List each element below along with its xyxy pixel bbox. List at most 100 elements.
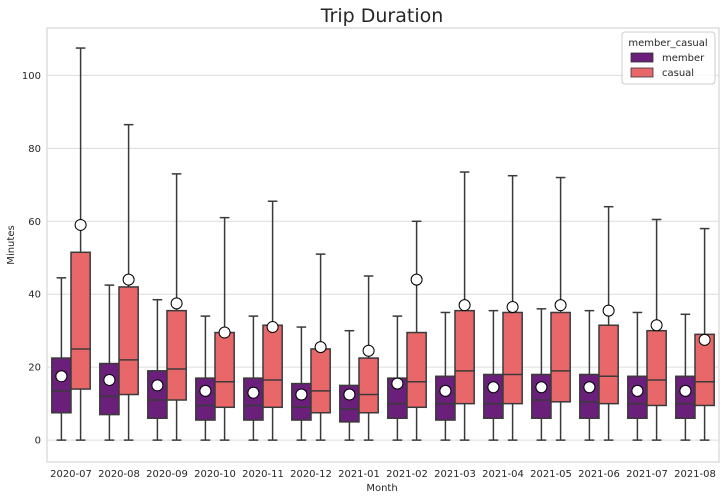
box-body [70, 251, 91, 390]
box-member [531, 308, 552, 441]
box-member [147, 298, 168, 441]
mean-marker [170, 297, 183, 310]
mean-marker [151, 379, 164, 392]
x-tick-label: 2020-08 [98, 469, 140, 480]
box-casual [118, 123, 139, 441]
mean-marker [122, 273, 135, 286]
x-tick-label: 2021-04 [482, 469, 524, 480]
box-casual [550, 176, 571, 441]
box-body [550, 311, 571, 403]
box-body [579, 373, 600, 419]
x-tick-label: 2020-12 [290, 469, 332, 480]
mean-marker [218, 326, 231, 339]
mean-marker [391, 377, 404, 390]
box-body [262, 324, 283, 409]
box-member [195, 315, 216, 441]
y-axis-label: Minutes [6, 225, 17, 264]
y-tick-label: 20 [28, 363, 41, 374]
box-casual [358, 275, 379, 441]
box-member [483, 309, 504, 441]
y-tick-label: 100 [22, 71, 41, 82]
chart-title: Trip Duration [320, 5, 444, 27]
mean-marker [410, 273, 423, 286]
box-body [214, 331, 235, 409]
y-tick-label: 60 [28, 217, 41, 228]
mean-marker [458, 299, 471, 312]
box-casual [646, 218, 667, 441]
x-tick-label: 2021-02 [386, 469, 428, 480]
x-tick-label: 2021-08 [674, 469, 716, 480]
legend-swatch-member [630, 52, 654, 63]
box-casual [166, 173, 187, 441]
x-tick-label: 2021-01 [338, 469, 380, 480]
box-body [406, 331, 427, 409]
box-body [454, 309, 475, 405]
legend-label-casual: casual [662, 68, 694, 79]
box-member [435, 311, 456, 441]
gridlines [47, 74, 719, 441]
box-casual [502, 174, 523, 441]
box-body [502, 311, 523, 405]
mean-marker [602, 304, 615, 317]
box-body [99, 362, 120, 416]
x-tick-label: 2021-05 [530, 469, 572, 480]
box-body [51, 357, 72, 414]
box-body [483, 373, 504, 419]
x-tick-label: 2020-09 [146, 469, 188, 480]
box-body [166, 309, 187, 401]
box-body [435, 375, 456, 421]
box-casual [598, 205, 619, 441]
box-plots [51, 47, 715, 441]
box-body [118, 286, 139, 396]
mean-marker [631, 384, 644, 397]
mean-marker [535, 381, 548, 394]
mean-marker [650, 319, 663, 332]
box-body [147, 370, 168, 419]
box-casual [454, 171, 475, 441]
mean-marker [103, 373, 116, 386]
mean-marker [487, 381, 500, 394]
legend-title: member_casual [628, 38, 707, 49]
box-member [339, 329, 360, 441]
y-axis-ticks: 0 20 40 60 80 100 [22, 71, 41, 447]
y-tick-label: 40 [28, 290, 41, 301]
box-member [291, 326, 312, 441]
box-casual [70, 47, 91, 441]
mean-marker [343, 388, 356, 401]
box-casual [310, 253, 331, 441]
mean-marker [583, 381, 596, 394]
box-body [598, 324, 619, 405]
mean-marker [439, 384, 452, 397]
box-casual [214, 216, 235, 441]
mean-marker [362, 344, 375, 357]
box-body [646, 329, 667, 407]
box-body [310, 348, 331, 414]
mean-marker [554, 299, 567, 312]
y-tick-label: 80 [28, 144, 41, 155]
mean-marker [506, 301, 519, 313]
x-tick-label: 2021-06 [578, 469, 620, 480]
mean-marker [74, 218, 87, 231]
x-tick-label: 2020-10 [194, 469, 236, 480]
mean-marker [314, 341, 327, 354]
box-body [531, 373, 552, 419]
box-member [627, 311, 648, 441]
legend-swatch-casual [630, 67, 654, 78]
x-axis-ticks: 2020-07 2020-08 2020-09 2020-10 2020-11 2020-… [50, 469, 716, 480]
mean-marker [698, 333, 711, 346]
box-body [675, 375, 696, 419]
box-body [195, 377, 216, 421]
mean-marker [55, 370, 68, 383]
legend: member_casual member casual [621, 31, 716, 85]
box-casual [694, 227, 715, 441]
mean-marker [679, 384, 692, 397]
x-tick-label: 2020-11 [242, 469, 284, 480]
mean-marker [266, 321, 279, 334]
box-casual [406, 220, 427, 441]
mean-marker [247, 386, 260, 399]
x-tick-label: 2021-03 [434, 469, 476, 480]
box-body [358, 357, 379, 414]
mean-marker [295, 388, 308, 401]
y-tick-label: 0 [35, 436, 41, 447]
